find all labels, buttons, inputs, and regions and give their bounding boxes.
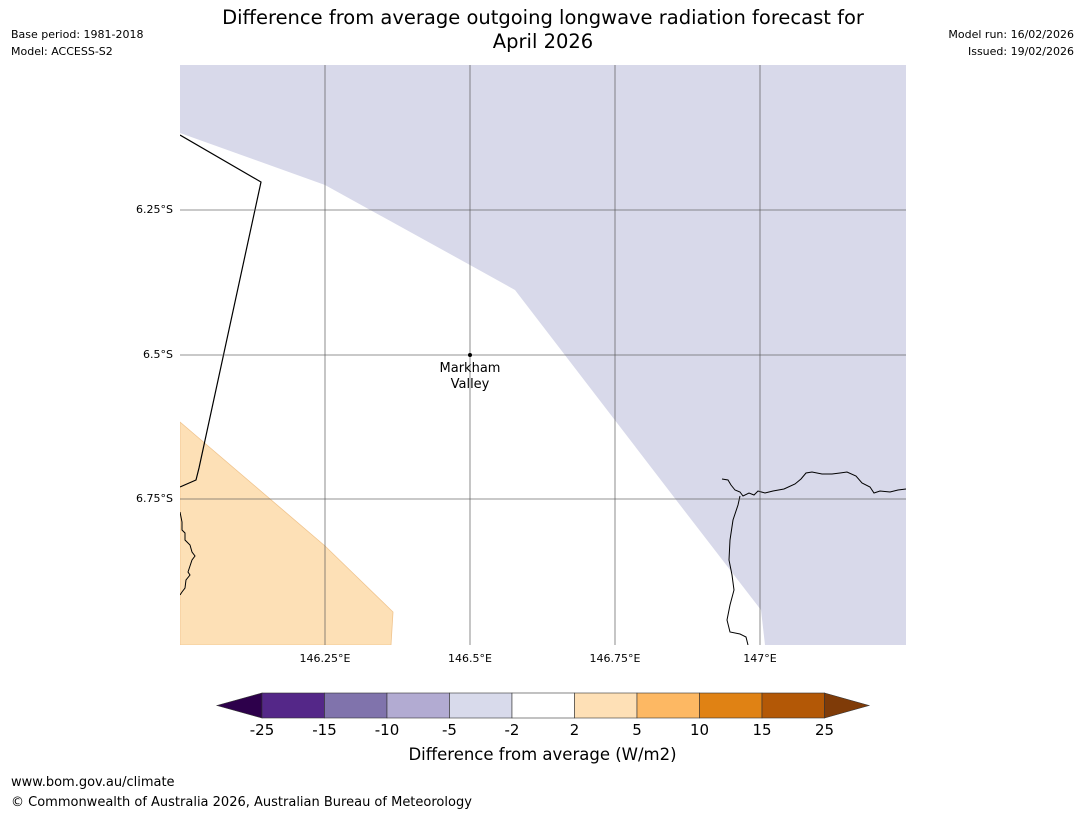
colorbar-tick-label: -25: [250, 721, 275, 739]
map-panel: Markham Valley: [180, 65, 906, 645]
colorbar-tick-label: 15: [752, 721, 771, 739]
colorbar-tick-label: 10: [690, 721, 709, 739]
title-line-2: April 2026: [492, 30, 594, 53]
colorbar-ticks: -25 -15 -10 -5 -2 2 5 10 15 25: [250, 721, 834, 739]
lat-labels: 6.25°S 6.5°S 6.75°S: [136, 203, 173, 505]
colorbar-tick-label: -10: [375, 721, 400, 739]
lat-label-6-75: 6.75°S: [136, 492, 173, 505]
lat-label-6-25: 6.25°S: [136, 203, 173, 216]
colorbar-bin: [449, 692, 513, 719]
colorbar-tick-label: 5: [632, 721, 642, 739]
colorbar-bin: [574, 692, 638, 719]
location-label-line-2: Valley: [451, 377, 490, 392]
lat-label-6-5: 6.5°S: [143, 348, 173, 361]
colorbar-bin: [761, 692, 825, 719]
lon-label-146-5: 146.5°E: [448, 652, 492, 665]
colorbar-over-arrow: [824, 692, 871, 719]
colorbar-bin: [511, 692, 575, 719]
colorbar-bin: [636, 692, 700, 719]
colorbar-tick-label: 25: [815, 721, 834, 739]
footer-copyright: © Commonwealth of Australia 2026, Austra…: [11, 795, 472, 810]
lon-labels: 146.25°E 146.5°E 146.75°E 147°E: [300, 652, 777, 665]
model-run-text: Model run: 16/02/2026: [948, 28, 1074, 41]
colorbar-tick-label: -2: [505, 721, 520, 739]
footer-url[interactable]: www.bom.gov.au/climate: [11, 775, 175, 790]
base-period-text: Base period: 1981-2018: [11, 28, 144, 41]
map-title: Difference from average outgoing longwav…: [180, 6, 906, 54]
lon-label-146-75: 146.75°E: [590, 652, 641, 665]
meta-right: Model run: 16/02/2026 Issued: 19/02/2026: [948, 26, 1074, 60]
coastline-east: [721, 471, 906, 497]
colorbar-bin: [324, 692, 388, 719]
border-line: [180, 134, 262, 488]
colorbar-tick-label: -15: [312, 721, 337, 739]
lon-label-147: 147°E: [743, 652, 776, 665]
colorbar: -25 -15 -10 -5 -2 2 5 10 15 25: [215, 692, 871, 739]
colorbar-under-arrow: [215, 692, 263, 719]
colorbar-tick-label: 2: [570, 721, 580, 739]
coastline-west: [180, 511, 196, 596]
title-line-1: Difference from average outgoing longwav…: [222, 6, 864, 29]
colorbar-bin: [699, 692, 763, 719]
location-marker: [468, 353, 472, 357]
colorbar-title: Difference from average (W/m2): [408, 745, 677, 764]
colorbar-bin: [261, 692, 325, 719]
model-text: Model: ACCESS-S2: [11, 45, 113, 58]
meta-left: Base period: 1981-2018 Model: ACCESS-S2: [11, 26, 143, 60]
coastline-south: [726, 495, 749, 645]
positive-anomaly-region: [180, 421, 394, 645]
colorbar-tick-label: -5: [442, 721, 457, 739]
colorbar-bin: [386, 692, 450, 719]
location-label-line-1: Markham: [440, 361, 501, 376]
lon-label-146-25: 146.25°E: [300, 652, 351, 665]
issued-text: Issued: 19/02/2026: [967, 45, 1074, 58]
